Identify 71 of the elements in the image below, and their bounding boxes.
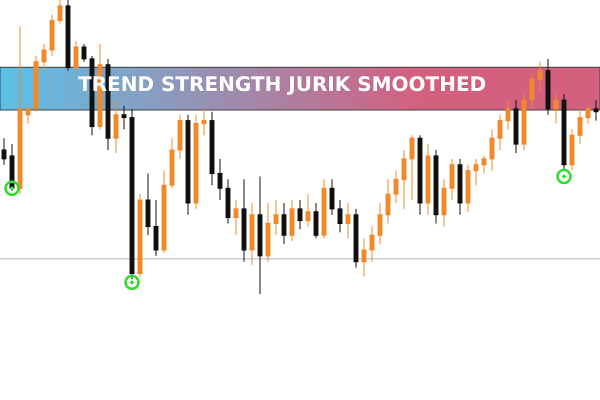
candlestick — [378, 202, 382, 245]
candlestick — [546, 58, 550, 116]
candlestick — [34, 55, 38, 112]
candlestick — [82, 44, 86, 62]
candlestick — [194, 114, 198, 210]
candlestick — [474, 158, 478, 186]
candlestick — [66, 0, 70, 72]
candlestick — [386, 178, 390, 224]
candlestick — [410, 134, 414, 200]
candlestick — [394, 170, 398, 204]
candlestick — [114, 100, 118, 154]
candlestick — [258, 176, 262, 295]
candlestick — [442, 178, 446, 227]
candlestick — [250, 202, 254, 266]
candlestick — [450, 158, 454, 200]
candlestick — [282, 202, 286, 245]
candlestick — [578, 108, 582, 145]
candlestick — [274, 200, 278, 236]
candlestick — [154, 200, 158, 256]
candlestick — [202, 108, 206, 136]
candlestick — [234, 200, 238, 236]
candlestick — [298, 200, 302, 230]
candlestick — [562, 94, 566, 172]
candlestick — [218, 158, 222, 200]
candlestick — [330, 178, 334, 216]
candlestick — [370, 226, 374, 262]
candlestick — [346, 202, 350, 239]
candlestick — [506, 100, 510, 130]
candlestick — [162, 170, 166, 254]
candlestick — [74, 40, 78, 72]
candlestick — [226, 178, 230, 224]
candlestick — [426, 144, 430, 216]
candlestick — [306, 194, 310, 227]
candlestick — [402, 150, 406, 210]
candlestick — [242, 178, 246, 262]
candlestick — [570, 128, 574, 172]
candlestick — [210, 111, 214, 186]
candlestick — [362, 238, 366, 277]
candlestick — [538, 61, 542, 92]
candlestick — [58, 0, 62, 24]
candlestick — [594, 100, 598, 122]
candlestick — [466, 164, 470, 212]
candlestick — [586, 105, 590, 124]
candlestick — [50, 14, 54, 56]
candlestick — [186, 114, 190, 216]
candlestick — [434, 150, 438, 224]
candlestick — [122, 105, 126, 130]
candlestick — [490, 128, 494, 172]
candlestick — [418, 134, 422, 216]
candlestick — [2, 138, 6, 166]
candlestick — [338, 200, 342, 233]
candlestick — [314, 202, 318, 239]
candlestick — [170, 138, 174, 189]
candlestick — [266, 202, 270, 262]
candlestick — [290, 200, 294, 242]
candlestick — [354, 208, 358, 268]
candlestick — [138, 194, 142, 277]
candlestick — [26, 105, 30, 124]
candlestick — [458, 158, 462, 216]
candlestick — [146, 173, 150, 236]
candlestick — [530, 73, 534, 110]
candlestick — [482, 155, 486, 174]
candlestick — [42, 44, 46, 72]
candlestick — [522, 94, 526, 150]
candlestick — [178, 114, 182, 160]
candlestick — [130, 108, 134, 280]
candlestick — [18, 26, 22, 195]
candlestick — [322, 178, 326, 239]
candlestick — [514, 100, 518, 154]
candlestick — [498, 114, 502, 150]
candlestick — [554, 94, 558, 124]
